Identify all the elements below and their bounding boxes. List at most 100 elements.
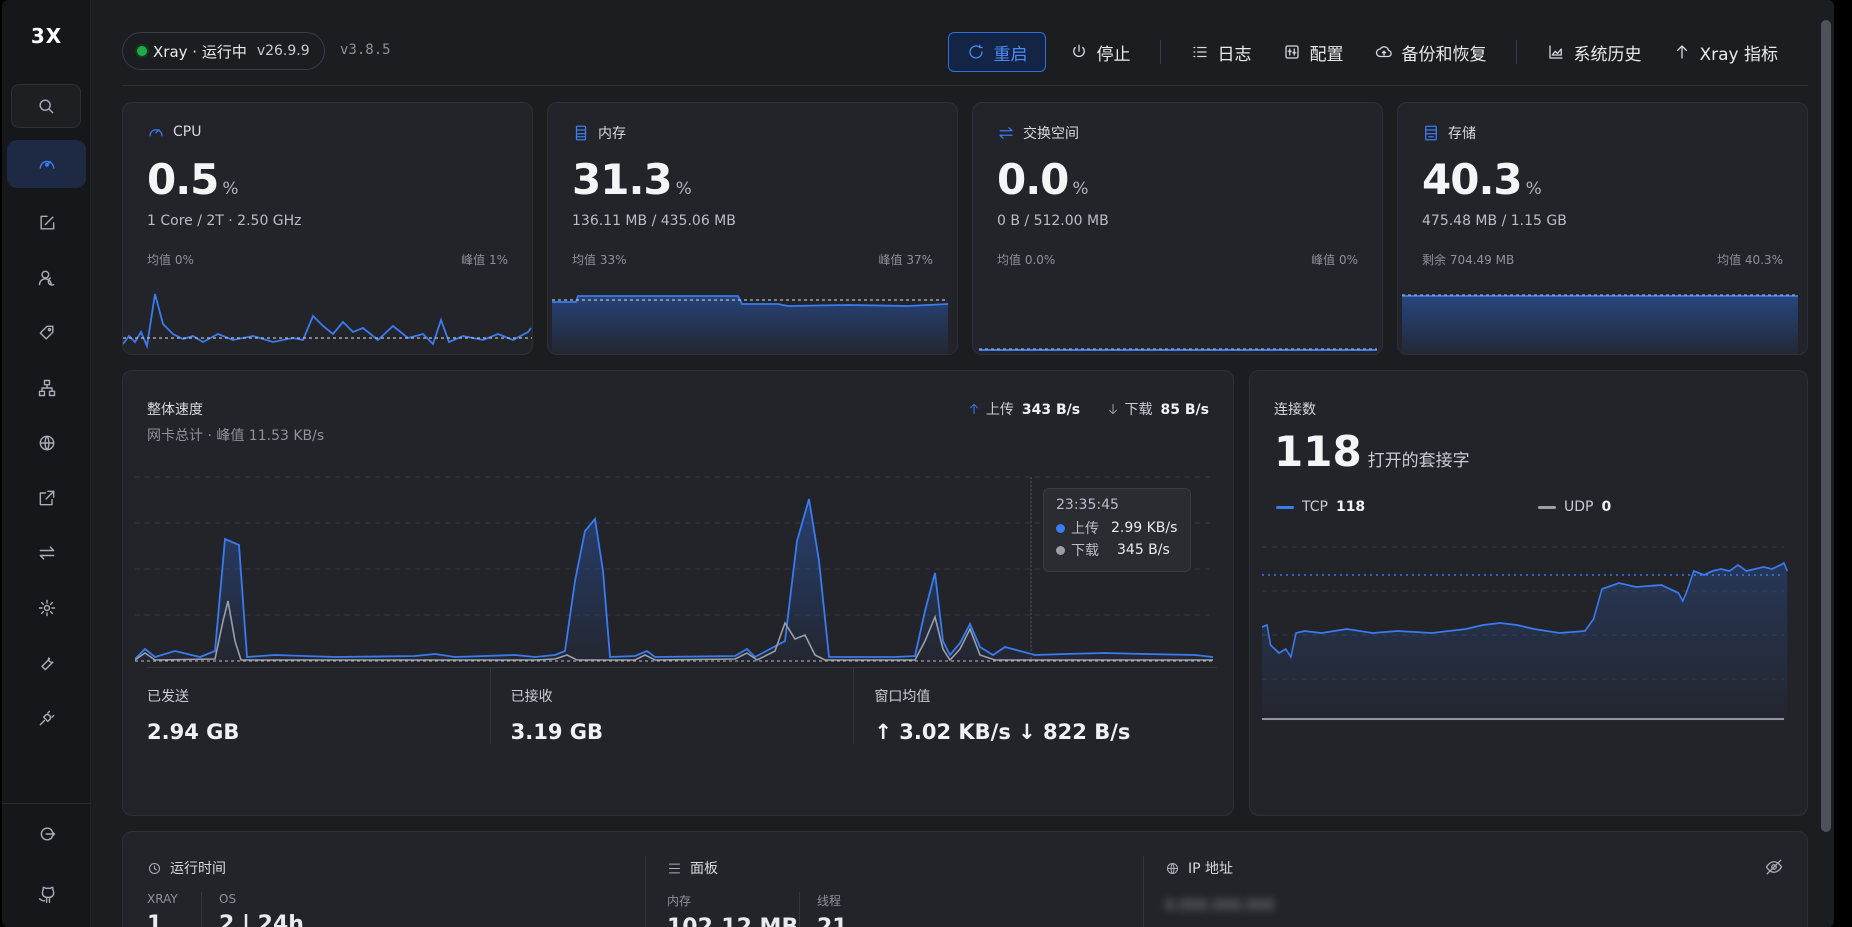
sidebar-item-routing[interactable] xyxy=(2,360,91,415)
sidebar-item-settings[interactable] xyxy=(2,580,91,635)
arrow-down-icon xyxy=(1109,403,1118,415)
sidebar-item-tags[interactable] xyxy=(2,305,91,360)
logs-label: 日志 xyxy=(1217,44,1252,65)
panel-memory-value: 102.12 MB xyxy=(667,915,798,927)
panel-threads-value: 21 xyxy=(817,915,848,927)
storage-value: 40.3% xyxy=(1422,155,1542,204)
github-icon xyxy=(38,886,54,904)
edit-square-icon xyxy=(39,215,54,230)
sidebar-item-dashboard[interactable] xyxy=(7,140,86,188)
restart-button[interactable]: 重启 xyxy=(948,32,1047,72)
download-legend-label: 下载 xyxy=(1124,402,1153,418)
sidebar-footer xyxy=(2,803,91,924)
globe-icon xyxy=(39,435,54,450)
logs-button[interactable]: 日志 xyxy=(1175,32,1267,72)
github-link[interactable] xyxy=(2,864,91,924)
panel-memory: 内存 102.12 MB xyxy=(667,892,798,927)
logout-button[interactable] xyxy=(2,804,91,864)
speed-totals: 已发送 2.94 GB 已接收 3.19 GB 窗口均值 ↑ 3.02 KB/s… xyxy=(147,667,1217,744)
sidebar-item-transfer[interactable] xyxy=(2,525,91,580)
swap-value: 0.0% xyxy=(997,155,1089,204)
ip-section: IP 地址 0.000.000.000 xyxy=(1165,858,1275,914)
tag-icon xyxy=(39,325,54,340)
sent-label: 已发送 xyxy=(147,689,189,705)
ip-header: IP 地址 xyxy=(1165,858,1275,878)
cpu-sparkline xyxy=(123,293,532,350)
external-link-icon xyxy=(39,490,54,505)
udp-swatch xyxy=(1538,505,1556,509)
ip-title: IP 地址 xyxy=(1188,861,1234,877)
memory-value: 31.3% xyxy=(572,155,692,204)
connections-title: 连接数 xyxy=(1274,402,1316,418)
download-legend: 下载 85 B/s xyxy=(1106,399,1209,419)
cpu-avg: 均值 0% xyxy=(147,253,194,267)
refresh-icon xyxy=(969,44,984,59)
os-uptime-label: OS xyxy=(219,892,237,906)
xray-status-pill[interactable]: Xray · 运行中 v26.9.9 xyxy=(122,32,325,70)
xray-status-label: Xray · 运行中 xyxy=(153,42,247,61)
cpu-header: CPU xyxy=(147,123,201,141)
sidebar-item-tools[interactable] xyxy=(2,635,91,690)
tooltip-upload-value: 2.99 KB/s xyxy=(1111,520,1178,536)
tcp-label: TCP xyxy=(1302,499,1328,515)
toolbar-divider xyxy=(1516,40,1518,64)
tooltip-download-label: 下载 xyxy=(1071,543,1099,559)
window-average-value: ↑ 3.02 KB/s ↓ 822 B/s xyxy=(874,720,1131,744)
storage-card: 存储 40.3% 475.48 MB / 1.15 GB 剩余 704.49 M… xyxy=(1397,102,1808,355)
restart-label: 重启 xyxy=(993,44,1028,65)
gauge-icon xyxy=(39,160,54,169)
memory-peak: 峰值 37% xyxy=(878,253,934,267)
globe-icon xyxy=(1166,862,1179,874)
cpu-unit: % xyxy=(222,179,239,199)
sidebar-item-clients[interactable] xyxy=(2,250,91,305)
speed-title: 整体速度 xyxy=(147,402,203,418)
storage-title: 存储 xyxy=(1448,126,1476,142)
gauge-icon xyxy=(149,129,163,137)
os-uptime-value: 2 | 24h xyxy=(219,912,304,927)
uptime-title: 运行时间 xyxy=(170,861,226,877)
stop-button[interactable]: 停止 xyxy=(1054,32,1146,72)
xray-uptime: XRAY 1 xyxy=(147,892,178,927)
logout-icon xyxy=(40,827,55,841)
window-average-label: 窗口均值 xyxy=(874,689,931,705)
panel-threads: 线程 21 xyxy=(817,892,848,927)
config-button[interactable]: 配置 xyxy=(1267,32,1359,72)
panel-header: 面板 xyxy=(667,858,718,878)
memory-avg: 均值 33% xyxy=(572,253,627,267)
download-rate: 85 B/s xyxy=(1160,402,1209,418)
panel-section: 面板 xyxy=(667,858,718,878)
power-icon xyxy=(1073,44,1086,57)
clock-icon xyxy=(148,862,161,874)
panel-memory-label: 内存 xyxy=(667,894,692,908)
scrollbar-thumb[interactable] xyxy=(1821,20,1831,832)
memory-unit: % xyxy=(675,179,692,199)
plug-icon xyxy=(39,710,54,725)
toolbar-actions: 重启 停止 日志 配置 备份和恢复 系统历史 xyxy=(948,30,1794,74)
upload-legend-label: 上传 xyxy=(985,402,1014,418)
arrow-up-icon xyxy=(970,403,979,415)
backup-button[interactable]: 备份和恢复 xyxy=(1359,32,1502,72)
list-icon xyxy=(668,863,681,873)
storage-header: 存储 xyxy=(1422,123,1476,143)
metrics-button[interactable]: Xray 指标 xyxy=(1657,32,1794,72)
vertical-scrollbar[interactable] xyxy=(1816,0,1834,927)
received-label: 已接收 xyxy=(510,689,553,705)
connections-chart[interactable] xyxy=(1262,541,1792,761)
sidebar-item-network[interactable] xyxy=(2,415,91,470)
sidebar-item-extensions[interactable] xyxy=(2,690,91,745)
received-total: 已接收 3.19 GB xyxy=(489,668,854,744)
memory-detail: 136.11 MB / 435.06 MB xyxy=(572,213,736,229)
config-label: 配置 xyxy=(1309,44,1344,65)
sent-total: 已发送 2.94 GB xyxy=(147,668,490,744)
cpu-value: 0.5% xyxy=(147,155,239,204)
sidebar-item-inbounds[interactable] xyxy=(2,195,91,250)
toggle-ip-visibility[interactable] xyxy=(1765,858,1783,880)
sidebar-item-outbounds[interactable] xyxy=(2,470,91,525)
history-button[interactable]: 系统历史 xyxy=(1531,32,1657,72)
list-icon xyxy=(1193,46,1208,58)
speed-chart[interactable] xyxy=(135,461,1225,681)
storage-detail: 475.48 MB / 1.15 GB xyxy=(1422,213,1567,229)
search-button[interactable] xyxy=(11,84,81,128)
udp-value: 0 xyxy=(1601,499,1612,515)
tooltip-time: 23:35:45 xyxy=(1056,497,1119,513)
